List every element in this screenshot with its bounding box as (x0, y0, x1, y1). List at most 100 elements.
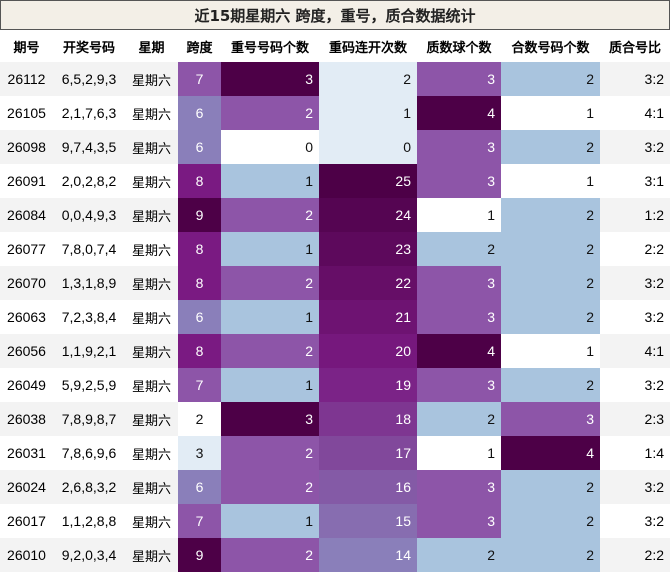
cell-repeat-streak: 21 (319, 300, 417, 334)
cell-numbers: 6,5,2,9,3 (53, 62, 125, 96)
cell-issue: 26070 (0, 266, 53, 300)
cell-issue: 26063 (0, 300, 53, 334)
cell-repeat-streak: 17 (319, 436, 417, 470)
cell-span: 6 (178, 470, 221, 504)
cell-repeat-count: 2 (221, 334, 319, 368)
cell-composite-count: 4 (501, 436, 600, 470)
cell-weekday: 星期六 (125, 368, 178, 402)
cell-numbers: 7,8,9,8,7 (53, 402, 125, 436)
stats-table: 期号 开奖号码 星期 跨度 重号号码个数 重码连开次数 质数球个数 合数号码个数… (0, 30, 670, 572)
cell-numbers: 0,0,4,9,3 (53, 198, 125, 232)
cell-span: 7 (178, 62, 221, 96)
table-row: 26091 2,0,2,8,2 星期六 8 1 25 3 1 3:1 (0, 164, 670, 198)
cell-prime-count: 2 (417, 232, 501, 266)
cell-issue: 26112 (0, 62, 53, 96)
cell-repeat-count: 1 (221, 504, 319, 538)
cell-repeat-streak: 2 (319, 62, 417, 96)
cell-numbers: 2,6,8,3,2 (53, 470, 125, 504)
table-body: 26112 6,5,2,9,3 星期六 7 3 2 3 2 3:2 26105 2,1,7,6,3 星… (0, 62, 670, 572)
cell-weekday: 星期六 (125, 198, 178, 232)
cell-issue: 26098 (0, 130, 53, 164)
cell-repeat-count: 1 (221, 164, 319, 198)
cell-ratio: 3:2 (600, 62, 670, 96)
cell-weekday: 星期六 (125, 164, 178, 198)
table-row: 26105 2,1,7,6,3 星期六 6 2 1 4 1 4:1 (0, 96, 670, 130)
cell-issue: 26077 (0, 232, 53, 266)
cell-composite-count: 3 (501, 402, 600, 436)
cell-repeat-count: 1 (221, 232, 319, 266)
cell-span: 8 (178, 164, 221, 198)
col-header-span: 跨度 (178, 30, 221, 62)
cell-repeat-streak: 15 (319, 504, 417, 538)
table-row: 26017 1,1,2,8,8 星期六 7 1 15 3 2 3:2 (0, 504, 670, 538)
cell-span: 6 (178, 96, 221, 130)
cell-weekday: 星期六 (125, 334, 178, 368)
cell-ratio: 3:2 (600, 130, 670, 164)
cell-span: 3 (178, 436, 221, 470)
table-row: 26031 7,8,6,9,6 星期六 3 2 17 1 4 1:4 (0, 436, 670, 470)
cell-weekday: 星期六 (125, 504, 178, 538)
cell-numbers: 1,1,9,2,1 (53, 334, 125, 368)
cell-repeat-streak: 22 (319, 266, 417, 300)
cell-repeat-streak: 14 (319, 538, 417, 572)
cell-prime-count: 3 (417, 470, 501, 504)
cell-span: 9 (178, 198, 221, 232)
cell-span: 7 (178, 368, 221, 402)
cell-prime-count: 3 (417, 62, 501, 96)
cell-prime-count: 2 (417, 402, 501, 436)
table-row: 26063 7,2,3,8,4 星期六 6 1 21 3 2 3:2 (0, 300, 670, 334)
col-header-prime-count: 质数球个数 (417, 30, 501, 62)
cell-prime-count: 3 (417, 266, 501, 300)
cell-prime-count: 3 (417, 368, 501, 402)
cell-numbers: 1,1,2,8,8 (53, 504, 125, 538)
cell-repeat-streak: 23 (319, 232, 417, 266)
cell-prime-count: 3 (417, 504, 501, 538)
cell-numbers: 7,8,0,7,4 (53, 232, 125, 266)
cell-prime-count: 1 (417, 198, 501, 232)
cell-ratio: 4:1 (600, 96, 670, 130)
cell-ratio: 2:2 (600, 232, 670, 266)
cell-issue: 26084 (0, 198, 53, 232)
cell-weekday: 星期六 (125, 96, 178, 130)
cell-span: 8 (178, 266, 221, 300)
cell-weekday: 星期六 (125, 232, 178, 266)
cell-ratio: 2:3 (600, 402, 670, 436)
col-header-ratio: 质合号比 (600, 30, 670, 62)
cell-issue: 26010 (0, 538, 53, 572)
cell-composite-count: 2 (501, 504, 600, 538)
cell-repeat-streak: 1 (319, 96, 417, 130)
col-header-issue: 期号 (0, 30, 53, 62)
cell-issue: 26056 (0, 334, 53, 368)
cell-prime-count: 3 (417, 130, 501, 164)
cell-ratio: 3:2 (600, 470, 670, 504)
cell-prime-count: 4 (417, 96, 501, 130)
cell-repeat-streak: 24 (319, 198, 417, 232)
cell-repeat-count: 1 (221, 300, 319, 334)
cell-ratio: 1:2 (600, 198, 670, 232)
cell-numbers: 9,7,4,3,5 (53, 130, 125, 164)
table-row: 26010 9,2,0,3,4 星期六 9 2 14 2 2 2:2 (0, 538, 670, 572)
cell-numbers: 7,8,6,9,6 (53, 436, 125, 470)
cell-issue: 26091 (0, 164, 53, 198)
cell-repeat-count: 1 (221, 368, 319, 402)
cell-prime-count: 3 (417, 300, 501, 334)
cell-weekday: 星期六 (125, 402, 178, 436)
cell-ratio: 4:1 (600, 334, 670, 368)
cell-repeat-count: 2 (221, 436, 319, 470)
cell-weekday: 星期六 (125, 470, 178, 504)
col-header-composite-count: 合数号码个数 (501, 30, 600, 62)
cell-repeat-count: 0 (221, 130, 319, 164)
cell-repeat-count: 2 (221, 96, 319, 130)
cell-repeat-count: 2 (221, 266, 319, 300)
cell-composite-count: 2 (501, 130, 600, 164)
table-row: 26077 7,8,0,7,4 星期六 8 1 23 2 2 2:2 (0, 232, 670, 266)
cell-issue: 26049 (0, 368, 53, 402)
cell-ratio: 3:1 (600, 164, 670, 198)
table-row: 26038 7,8,9,8,7 星期六 2 3 18 2 3 2:3 (0, 402, 670, 436)
cell-composite-count: 1 (501, 164, 600, 198)
cell-weekday: 星期六 (125, 300, 178, 334)
cell-weekday: 星期六 (125, 266, 178, 300)
col-header-repeat-count: 重号号码个数 (221, 30, 319, 62)
cell-span: 9 (178, 538, 221, 572)
